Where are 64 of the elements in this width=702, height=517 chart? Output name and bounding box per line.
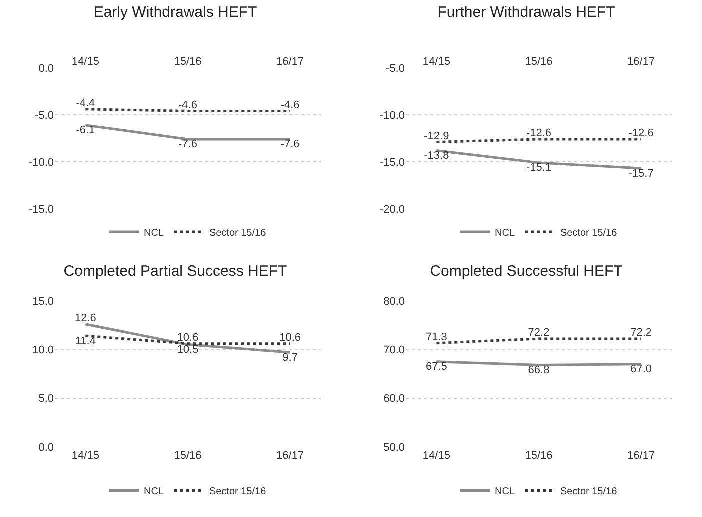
legend-label: Sector 15/16 <box>560 486 618 498</box>
y-tick-label: 80.0 <box>384 295 405 308</box>
legend-label: NCL <box>144 228 164 239</box>
x-tick-label: 14/15 <box>422 56 450 68</box>
data-label: 67.0 <box>630 363 652 376</box>
chart-title: Completed Successful HEFT <box>430 262 623 280</box>
data-label: 10.6 <box>177 332 199 344</box>
data-label: 71.3 <box>426 331 448 344</box>
y-tick-label: 0.0 <box>38 62 54 75</box>
legend-label: Sector 15/16 <box>209 228 267 239</box>
x-tick-label: 16/17 <box>276 450 304 462</box>
y-tick-label: 60.0 <box>384 392 405 405</box>
data-label: 66.8 <box>528 364 550 376</box>
data-label: 9.7 <box>282 351 298 364</box>
data-label: -4.6 <box>178 99 198 112</box>
data-label: -7.6 <box>178 138 198 151</box>
data-label: -15.7 <box>628 168 654 180</box>
data-label: -7.6 <box>280 138 300 151</box>
legend-label: NCL <box>495 486 516 498</box>
data-label: 10.5 <box>177 344 199 356</box>
data-label: -13.8 <box>424 150 450 162</box>
x-tick-label: 15/16 <box>174 450 202 462</box>
y-tick-label: 50.0 <box>384 441 405 454</box>
legend-label: NCL <box>495 228 516 239</box>
y-tick-label: -15.0 <box>28 204 54 216</box>
x-tick-label: 14/15 <box>422 450 450 462</box>
data-label: 10.6 <box>280 332 302 344</box>
x-tick-label: 16/17 <box>276 56 304 68</box>
y-tick-label: -15.0 <box>380 156 405 169</box>
data-label: -12.6 <box>628 128 654 140</box>
legend-label: NCL <box>144 486 164 498</box>
legend-label: Sector 15/16 <box>560 228 618 239</box>
y-tick-label: 0.0 <box>38 441 54 454</box>
y-tick-label: 10.0 <box>32 344 54 356</box>
y-tick-label: -10.0 <box>380 110 405 122</box>
data-label: -4.6 <box>280 99 300 112</box>
x-tick-label: 14/15 <box>72 450 100 462</box>
legend-label: Sector 15/16 <box>209 486 267 498</box>
x-tick-label: 16/17 <box>628 450 656 462</box>
x-tick-label: 15/16 <box>525 56 553 68</box>
x-tick-label: 15/16 <box>525 450 553 462</box>
data-label: 11.4 <box>75 334 96 347</box>
data-label: 72.2 <box>630 326 652 339</box>
x-tick-label: 16/17 <box>628 56 656 68</box>
y-tick-label: -20.0 <box>380 204 405 216</box>
data-label: -15.1 <box>526 162 552 174</box>
data-label: 12.6 <box>74 312 96 324</box>
data-label: 72.2 <box>528 326 550 339</box>
chart-title: Further Withdrawals HEFT <box>438 4 616 21</box>
data-label: -4.4 <box>76 98 96 110</box>
data-label: -6.1 <box>76 124 96 137</box>
chart-title: Early Withdrawals HEFT <box>94 4 258 21</box>
x-tick-label: 14/15 <box>72 56 100 68</box>
y-tick-label: -10.0 <box>28 156 54 169</box>
data-label: 67.5 <box>426 360 448 373</box>
y-tick-label: 70.0 <box>384 344 405 356</box>
y-tick-label: 15.0 <box>32 295 54 308</box>
chart-title: Completed Partial Success HEFT <box>64 262 288 280</box>
y-tick-label: -5.0 <box>35 110 54 122</box>
data-label: -12.6 <box>526 128 552 140</box>
data-label: -12.9 <box>424 130 450 143</box>
y-tick-label: 5.0 <box>38 392 54 405</box>
x-tick-label: 15/16 <box>174 56 202 68</box>
y-tick-label: -5.0 <box>386 62 405 75</box>
